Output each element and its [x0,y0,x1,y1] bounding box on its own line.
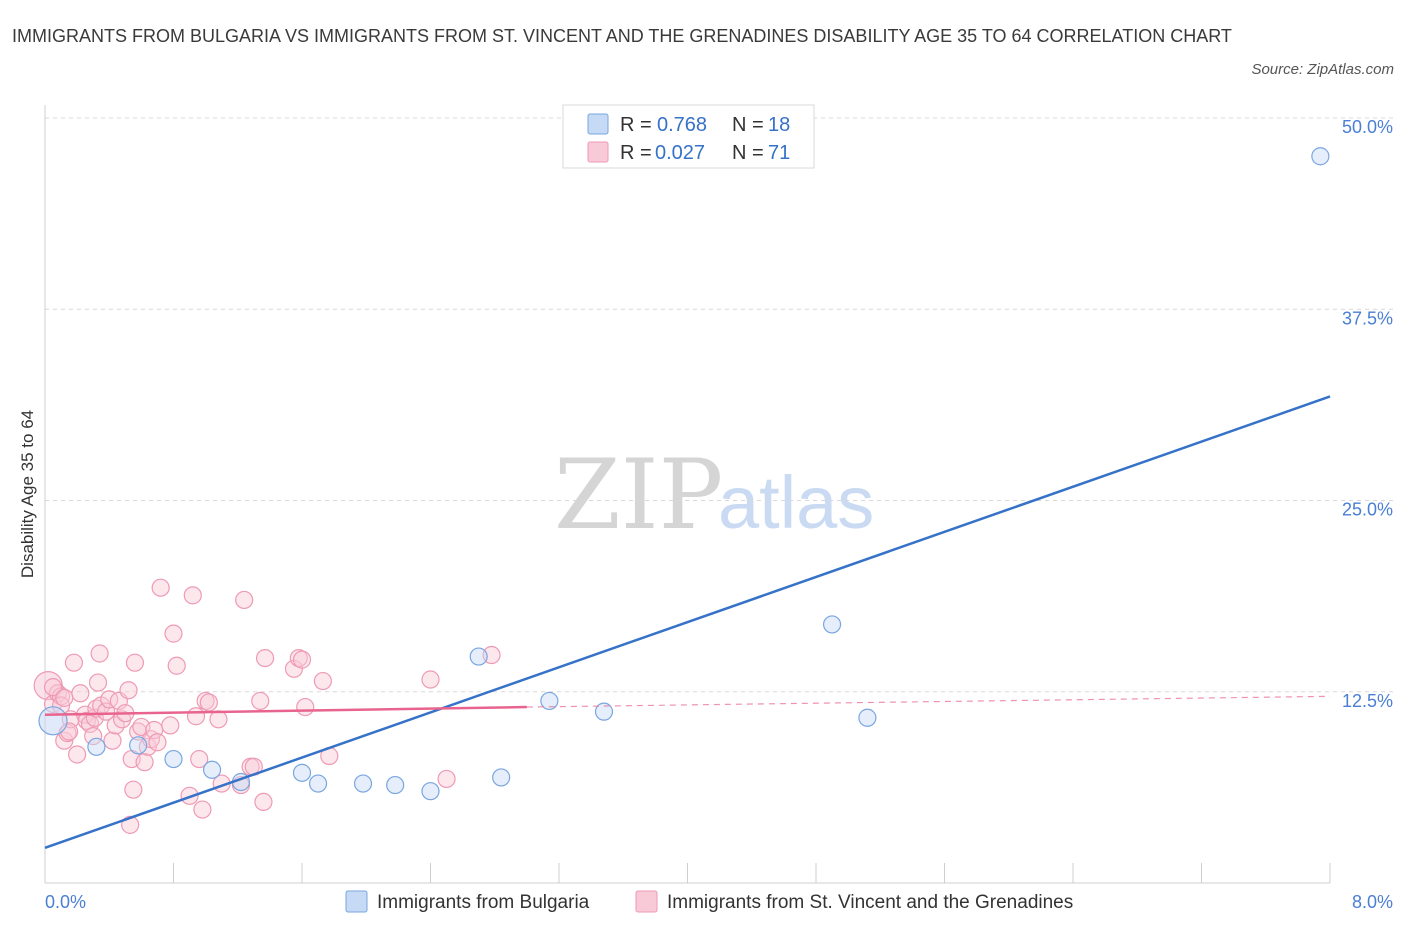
legend-n-label-2: N = [732,142,764,164]
watermark-zip: ZIP [554,439,723,551]
y-tick-label: 37.5% [1342,308,1393,328]
y-tick-label: 25.0% [1342,500,1393,520]
legend-n-value-1: 18 [768,114,790,136]
data-point [255,648,275,668]
data-point [353,774,373,793]
data-point [167,656,186,675]
data-point [183,586,202,605]
data-point [71,684,90,703]
data-point [64,653,84,672]
watermark-atlas: atlas [718,461,874,544]
data-point [209,710,228,729]
data-point [38,706,68,736]
data-point [386,775,405,795]
top-legend: R = 0.768 N = 18 R = 0.027 N = 71 [562,104,815,169]
data-point [148,733,167,752]
data-point [292,650,312,669]
data-point [292,763,312,782]
legend-swatch-pink [587,141,609,163]
legend-r-value-1: 0.768 [657,114,707,136]
bottom-legend-label-pink: Immigrants from St. Vincent and the Gren… [667,892,1073,913]
y-tick-labels: 12.5% 25.0% 37.5% 50.0% [1342,117,1393,711]
data-point [492,768,511,787]
trendline-pink [44,705,527,716]
data-point [308,774,328,793]
bottom-legend-swatch-blue [345,890,368,913]
trendline-blue [44,395,1331,849]
data-point [469,647,488,666]
data-point [129,736,148,755]
trendline-pink-extension [526,695,1331,708]
data-point [421,782,440,801]
data-point [84,727,103,746]
data-point [164,749,183,769]
data-point [87,737,106,756]
data-point [186,707,206,726]
data-point [858,708,877,727]
data-point [251,691,270,711]
y-tick-label: 50.0% [1342,117,1393,137]
data-point [161,716,180,735]
data-point [313,671,332,691]
legend-swatch-blue [587,113,609,135]
data-point [190,749,209,769]
bottom-legend-swatch-pink [635,890,658,913]
bottom-legend-label-blue: Immigrants from Bulgaria [377,892,590,913]
data-point [199,693,218,712]
y-axis-label: Disability Age 35 to 64 [18,410,37,578]
bottom-legend: Immigrants from Bulgaria Immigrants from… [345,890,1073,913]
legend-n-value-2: 71 [768,142,790,164]
data-point [421,670,440,689]
trendlines [44,395,1331,849]
y-tick-label: 12.5% [1342,691,1393,711]
data-point [151,578,170,597]
data-point [88,673,108,692]
legend-r-label-1: R = [620,114,652,136]
data-point [193,800,212,819]
chart-title: IMMIGRANTS FROM BULGARIA VS IMMIGRANTS F… [12,26,1232,46]
data-point [68,745,87,764]
x-tick-label-max: 8.0% [1352,892,1393,912]
data-point [296,697,315,717]
series-pink-points [33,578,501,834]
data-point [540,691,559,711]
data-point [124,780,143,799]
data-point [90,644,109,663]
x-tick-label-min: 0.0% [45,892,86,912]
legend-r-label-2: R = [620,142,652,164]
data-point [202,760,222,779]
data-point [1311,147,1330,166]
data-point [254,792,273,812]
data-point [135,753,154,772]
legend-r-value-2: 0.027 [655,142,705,164]
data-point [55,688,74,707]
data-point [43,678,63,697]
x-axis-ticks [44,863,1331,883]
legend-n-label-1: N = [732,114,764,136]
gridlines [45,117,1393,693]
data-point [119,681,138,700]
data-point [164,624,183,643]
data-point [125,653,145,672]
source-label: Source: ZipAtlas.com [1251,61,1394,78]
data-point [594,702,614,721]
data-point [103,731,122,750]
data-point [437,769,456,789]
data-point [822,615,842,634]
data-point [235,590,254,610]
